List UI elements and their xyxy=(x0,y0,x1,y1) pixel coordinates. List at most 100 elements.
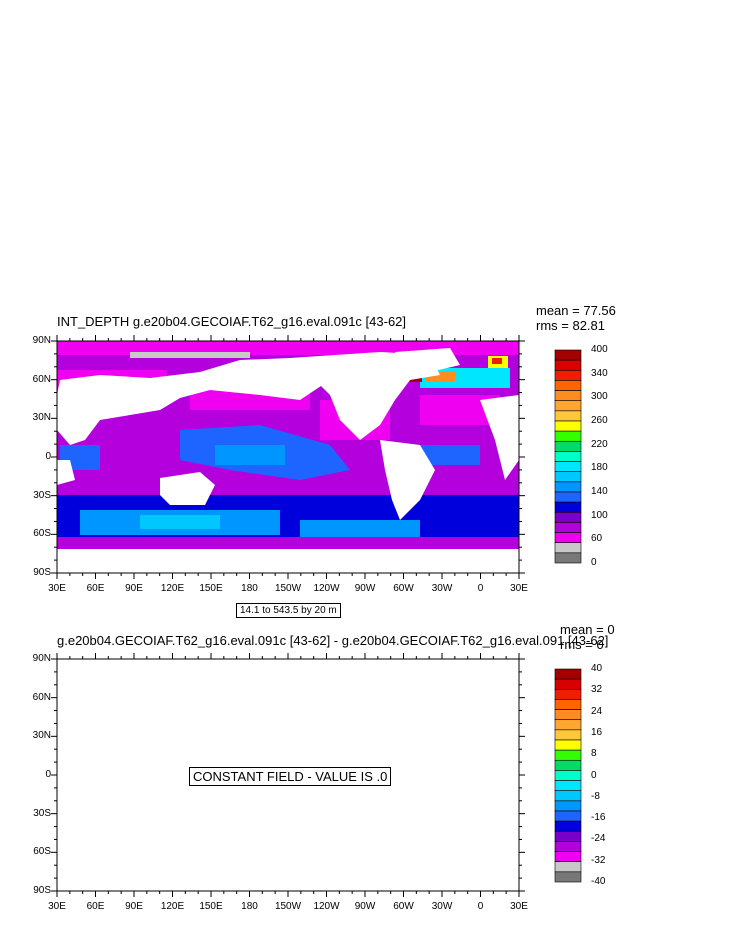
colorbar-swatch xyxy=(554,820,582,832)
x-tick-label: 120W xyxy=(313,901,340,912)
colorbar-swatch xyxy=(554,400,582,412)
x-tick-label: 90E xyxy=(125,901,143,912)
land-africa-west xyxy=(57,460,75,485)
y-tick-label: 90N xyxy=(32,653,51,664)
colorbar-swatch xyxy=(554,430,582,442)
land-antarctica-lower xyxy=(57,559,519,573)
colorbar-swatch xyxy=(554,678,582,690)
colorbar-swatch xyxy=(554,481,582,493)
y-tick-label: 0 xyxy=(45,769,51,780)
panel1-title: INT_DEPTH g.e20b04.GECOIAF.T62_g16.eval.… xyxy=(57,314,407,329)
colorbar-label: -24 xyxy=(591,833,606,845)
colorbar-label: 300 xyxy=(591,391,608,403)
colorbar-swatch xyxy=(554,871,582,883)
colorbar-label: 16 xyxy=(591,726,603,738)
colorbar-swatch xyxy=(554,542,582,554)
colorbar-swatch xyxy=(554,451,582,462)
x-tick-label: 0 xyxy=(477,901,484,912)
colorbar-label: -40 xyxy=(591,876,606,887)
colorbar-label: 8 xyxy=(591,748,597,760)
x-tick-label: 180 xyxy=(241,583,258,594)
southern-ocean-mid2 xyxy=(300,520,420,538)
colorbar-swatch xyxy=(554,759,582,771)
land-samerica xyxy=(380,440,435,520)
colorbar-label: 180 xyxy=(591,462,608,474)
colorbar-swatch xyxy=(554,729,582,741)
natl-yellow xyxy=(488,356,508,368)
atlantic-blue xyxy=(420,445,480,465)
x-tick-label: 0 xyxy=(477,583,484,594)
land-namerica xyxy=(290,352,440,440)
x-tick-label: 150W xyxy=(274,901,302,912)
natl-red xyxy=(410,374,422,382)
panel1-mean: mean = 77.56 xyxy=(536,303,616,318)
southern-ocean-deep xyxy=(57,495,519,545)
land-australia xyxy=(160,472,215,505)
colorbar-swatch xyxy=(554,420,582,432)
equatorial-blue xyxy=(180,425,350,480)
indian-blue xyxy=(60,445,100,470)
x-tick-label: 150E xyxy=(199,901,223,912)
land-africa-east xyxy=(480,395,519,480)
colorbar-swatch xyxy=(554,749,582,761)
southern-ocean-mid xyxy=(80,510,280,535)
colorbar-swatch xyxy=(554,552,582,564)
ocean-patch xyxy=(420,395,500,425)
colorbar-swatch xyxy=(554,770,582,781)
land-antarctica xyxy=(57,549,519,559)
colorbar-label: 40 xyxy=(591,663,603,674)
x-tick-label: 60E xyxy=(86,583,105,594)
colorbar-swatch xyxy=(554,390,582,402)
y-tick-label: 30N xyxy=(32,412,51,424)
colorbar-swatch xyxy=(554,511,582,523)
land-greenland xyxy=(395,348,460,372)
panel1-frame xyxy=(56,340,520,574)
x-tick-label: 30E xyxy=(510,901,528,912)
x-tick-label: 90W xyxy=(354,901,376,912)
x-tick-label: 120E xyxy=(160,901,185,912)
x-tick-label: 150E xyxy=(199,583,223,594)
y-tick-label: 90S xyxy=(33,567,51,578)
colorbar-swatch xyxy=(554,851,582,863)
x-tick-label: 30W xyxy=(431,901,453,912)
x-tick-label: 180 xyxy=(241,901,258,912)
colorbar-label: 24 xyxy=(591,705,603,717)
y-tick-label: 60S xyxy=(33,846,51,858)
x-tick-label: 90W xyxy=(354,583,376,594)
colorbar-swatch xyxy=(554,861,582,873)
colorbar-label: -32 xyxy=(591,854,606,866)
colorbar-swatch xyxy=(554,471,582,483)
natl-orange xyxy=(425,372,455,382)
y-tick-label: 30S xyxy=(33,489,51,501)
panel2-mean: mean = 0 xyxy=(560,622,615,637)
x-tick-label: 120W xyxy=(313,583,340,594)
x-tick-label: 60W xyxy=(393,901,414,912)
x-tick-label: 60E xyxy=(86,901,105,912)
colorbar-swatch xyxy=(554,491,582,503)
colorbar-swatch xyxy=(554,709,582,721)
colorbar-swatch xyxy=(554,369,582,381)
colorbar-label: 140 xyxy=(591,486,608,497)
colorbar-swatch xyxy=(554,719,582,731)
colorbar-swatch xyxy=(554,699,582,710)
x-tick-label: 30E xyxy=(48,901,66,912)
colorbar-swatch xyxy=(554,522,582,533)
contour-info-box: 14.1 to 543.5 by 20 m xyxy=(236,603,341,618)
y-tick-label: 0 xyxy=(45,451,51,462)
x-tick-label: 150W xyxy=(274,583,302,594)
colorbar-swatch xyxy=(554,359,582,371)
arctic-band xyxy=(57,341,519,355)
colorbar-swatch xyxy=(554,501,582,513)
colorbar-swatch xyxy=(554,780,582,792)
colorbar-label: 100 xyxy=(591,509,608,521)
southern-ocean-light xyxy=(140,515,220,529)
colorbar-swatch xyxy=(554,440,582,452)
colorbar-swatch xyxy=(554,668,582,680)
y-tick-label: 90N xyxy=(32,335,51,346)
colorbar-swatch xyxy=(554,800,582,812)
colorbar-swatch xyxy=(554,410,582,422)
colorbar-swatch xyxy=(554,532,582,544)
constant-field-box: CONSTANT FIELD - VALUE IS .0 xyxy=(189,767,392,786)
y-tick-label: 90S xyxy=(33,885,51,896)
colorbar-label: 400 xyxy=(591,344,608,355)
